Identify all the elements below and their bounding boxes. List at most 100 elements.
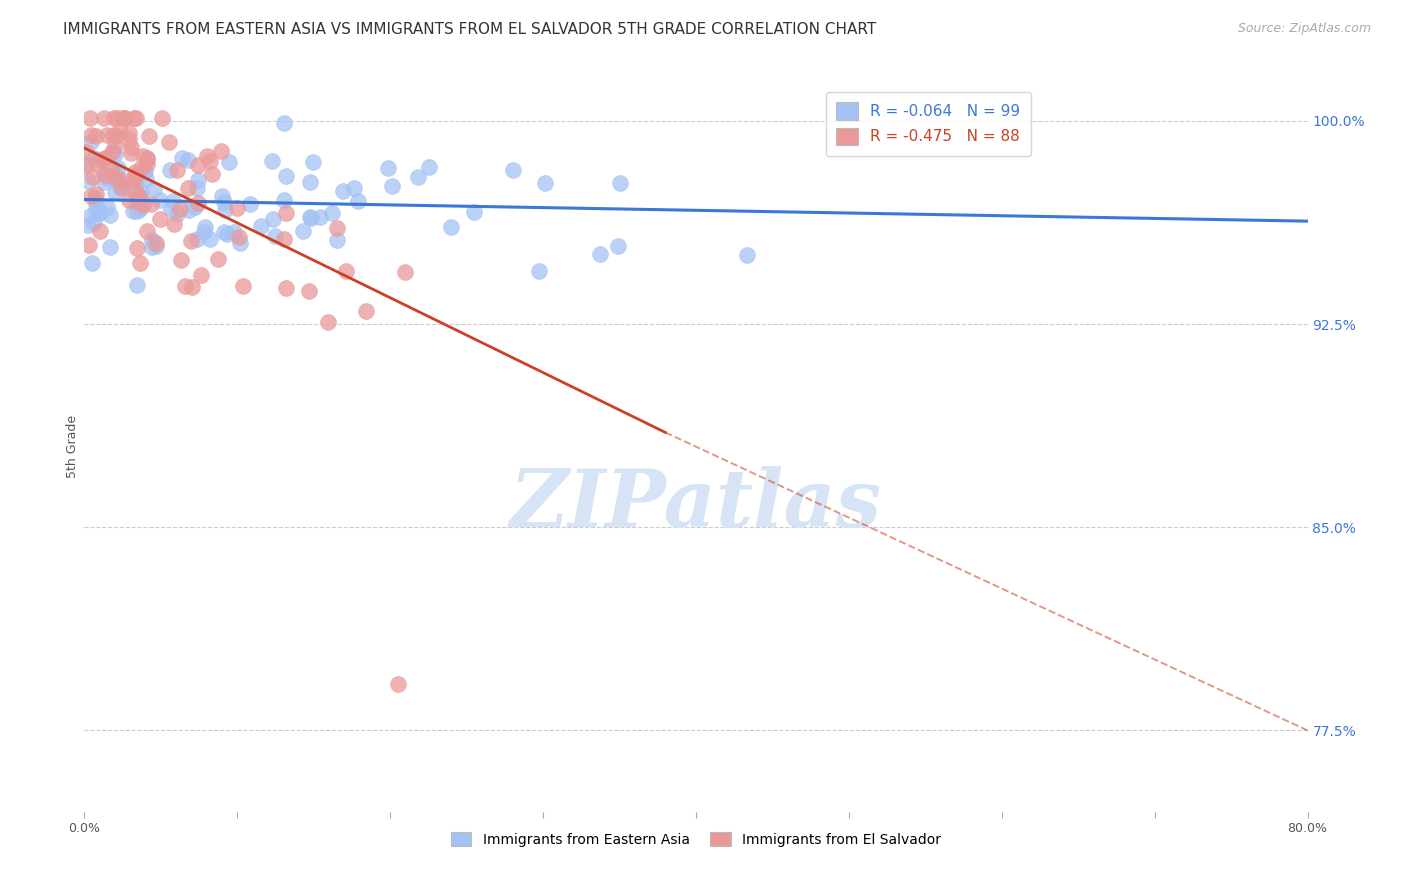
Point bbox=[125, 241, 148, 255]
Point bbox=[187, 195, 209, 210]
Point bbox=[124, 112, 146, 126]
Point bbox=[394, 265, 416, 279]
Point bbox=[107, 177, 129, 191]
Point bbox=[387, 677, 409, 691]
Point bbox=[129, 161, 152, 175]
Point bbox=[76, 145, 98, 159]
Point bbox=[97, 170, 120, 185]
Point bbox=[184, 200, 207, 214]
Point bbox=[124, 175, 146, 189]
Point bbox=[104, 169, 127, 184]
Point bbox=[135, 224, 157, 238]
Point bbox=[273, 116, 295, 130]
Point bbox=[406, 170, 429, 185]
Point bbox=[110, 179, 132, 194]
Point bbox=[125, 185, 148, 199]
Point bbox=[103, 112, 125, 126]
Point bbox=[354, 304, 377, 318]
Point bbox=[502, 163, 524, 178]
Point bbox=[110, 181, 132, 195]
Point bbox=[104, 137, 127, 152]
Point bbox=[218, 154, 240, 169]
Point bbox=[533, 176, 555, 190]
Point bbox=[93, 175, 115, 189]
Point bbox=[87, 206, 110, 220]
Point bbox=[321, 206, 343, 220]
Point bbox=[125, 112, 148, 126]
Point bbox=[607, 239, 630, 253]
Point bbox=[118, 126, 141, 140]
Point bbox=[308, 210, 330, 224]
Point bbox=[141, 233, 163, 247]
Point bbox=[198, 154, 221, 169]
Point bbox=[120, 146, 142, 161]
Point bbox=[132, 149, 155, 163]
Point bbox=[463, 204, 485, 219]
Point bbox=[124, 164, 146, 178]
Point bbox=[105, 112, 128, 126]
Point bbox=[98, 239, 121, 253]
Point bbox=[127, 194, 149, 209]
Point bbox=[77, 218, 100, 232]
Point bbox=[273, 193, 295, 207]
Point bbox=[163, 217, 186, 231]
Point bbox=[201, 167, 224, 181]
Point bbox=[89, 204, 111, 219]
Point bbox=[86, 128, 108, 143]
Point bbox=[138, 129, 160, 144]
Point bbox=[187, 158, 209, 172]
Point bbox=[131, 185, 153, 199]
Point bbox=[135, 151, 157, 165]
Point bbox=[75, 156, 97, 170]
Point bbox=[232, 279, 254, 293]
Point bbox=[83, 151, 105, 165]
Point bbox=[228, 229, 250, 244]
Point bbox=[150, 112, 173, 126]
Point bbox=[149, 193, 172, 207]
Point bbox=[187, 173, 209, 187]
Point bbox=[141, 239, 163, 253]
Point bbox=[120, 180, 142, 194]
Point bbox=[166, 207, 188, 221]
Point bbox=[177, 153, 200, 168]
Point bbox=[160, 202, 183, 216]
Point bbox=[177, 202, 200, 217]
Point bbox=[440, 219, 463, 234]
Point bbox=[101, 128, 124, 143]
Point bbox=[177, 181, 200, 195]
Point bbox=[377, 161, 399, 175]
Text: ZIPatlas: ZIPatlas bbox=[510, 466, 882, 543]
Point bbox=[609, 176, 631, 190]
Point bbox=[89, 224, 111, 238]
Point bbox=[207, 252, 229, 266]
Text: Source: ZipAtlas.com: Source: ZipAtlas.com bbox=[1237, 22, 1371, 36]
Point bbox=[101, 145, 124, 160]
Point bbox=[298, 284, 321, 298]
Point bbox=[186, 181, 208, 195]
Y-axis label: 5th Grade: 5th Grade bbox=[66, 415, 79, 477]
Point bbox=[332, 184, 354, 198]
Point bbox=[114, 112, 136, 126]
Legend: Immigrants from Eastern Asia, Immigrants from El Salvador: Immigrants from Eastern Asia, Immigrants… bbox=[446, 826, 946, 853]
Point bbox=[273, 232, 295, 246]
Point bbox=[141, 196, 163, 211]
Point bbox=[86, 156, 108, 170]
Point bbox=[325, 221, 347, 235]
Point bbox=[260, 153, 283, 168]
Point bbox=[79, 189, 101, 203]
Point bbox=[212, 195, 235, 210]
Point bbox=[76, 173, 98, 187]
Point bbox=[166, 162, 188, 177]
Point bbox=[292, 224, 315, 238]
Point bbox=[93, 112, 115, 126]
Point bbox=[170, 151, 193, 165]
Point bbox=[83, 216, 105, 230]
Point bbox=[343, 180, 366, 194]
Point bbox=[262, 211, 284, 226]
Point bbox=[121, 203, 143, 218]
Point bbox=[276, 206, 298, 220]
Point bbox=[128, 190, 150, 204]
Point bbox=[149, 212, 172, 227]
Point bbox=[80, 128, 103, 142]
Point bbox=[209, 145, 232, 159]
